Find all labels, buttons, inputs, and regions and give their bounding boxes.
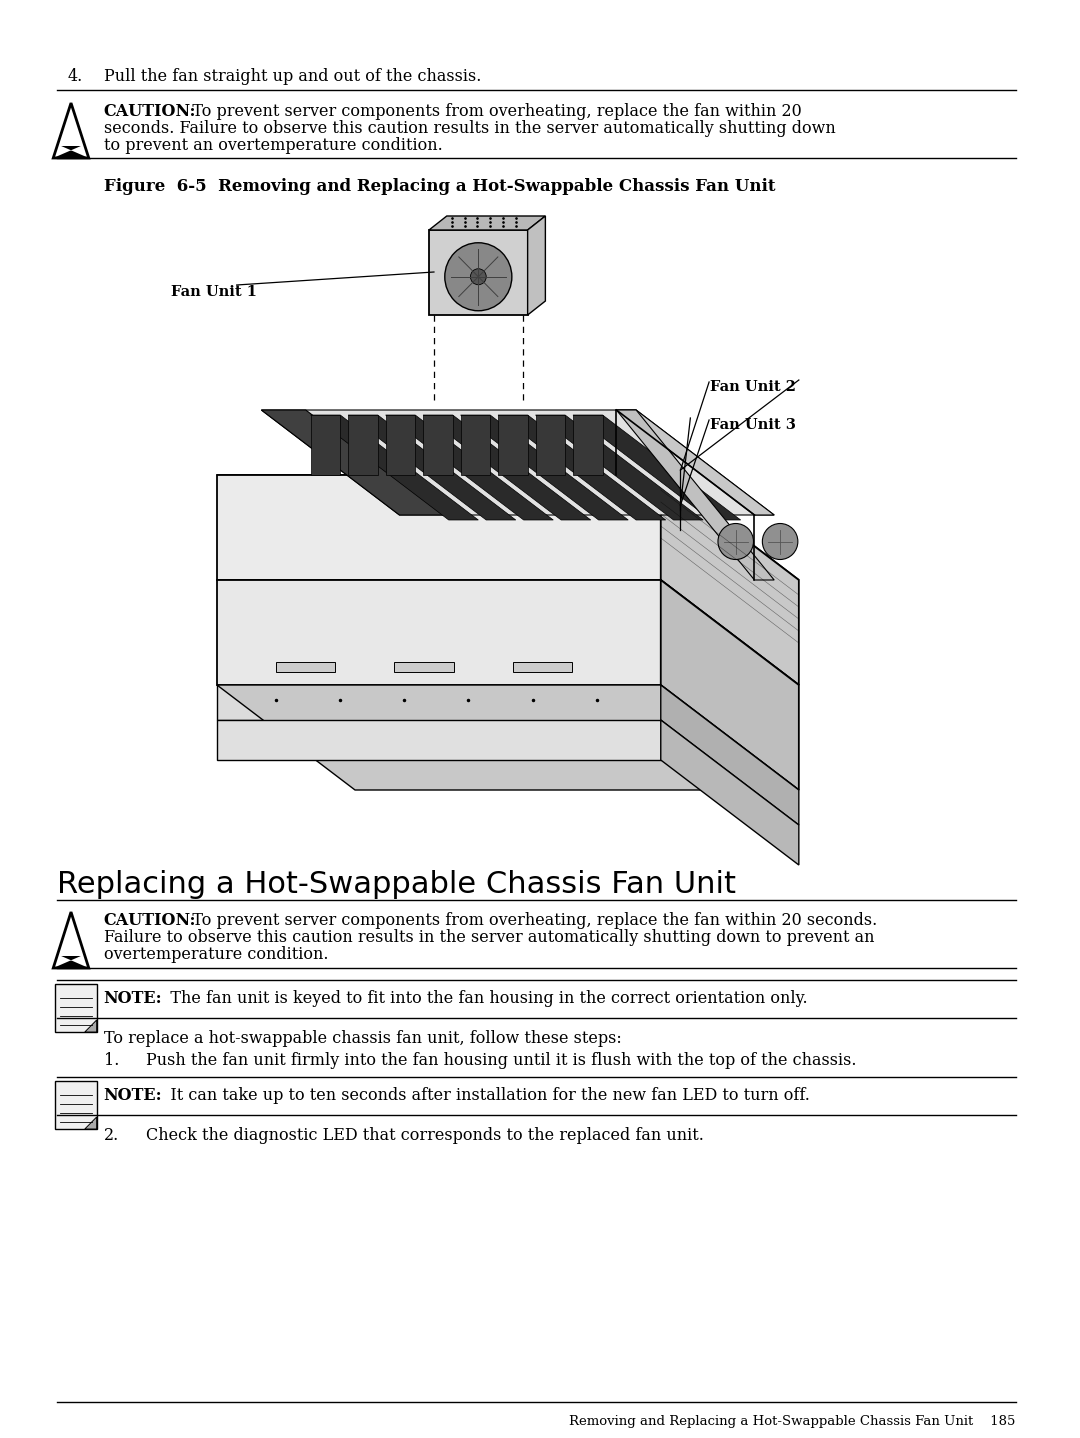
Text: To prevent server components from overheating, replace the fan within 20 seconds: To prevent server components from overhe… — [176, 912, 877, 929]
Polygon shape — [617, 410, 774, 515]
Polygon shape — [53, 956, 89, 968]
Text: NOTE:: NOTE: — [104, 989, 162, 1007]
Polygon shape — [311, 416, 340, 475]
Bar — [394, 661, 454, 672]
Text: To prevent server components from overheating, replace the fan within 20: To prevent server components from overhe… — [176, 104, 801, 119]
Polygon shape — [217, 580, 661, 684]
Polygon shape — [661, 720, 799, 866]
Bar — [55, 1081, 96, 1129]
Polygon shape — [261, 410, 774, 515]
Polygon shape — [217, 684, 799, 789]
Polygon shape — [536, 416, 565, 475]
Text: Figure  6-5  Removing and Replacing a Hot-Swappable Chassis Fan Unit: Figure 6-5 Removing and Replacing a Hot-… — [104, 178, 775, 196]
Text: CAUTION:: CAUTION: — [104, 912, 197, 929]
Circle shape — [762, 523, 798, 559]
Polygon shape — [573, 416, 603, 475]
Text: Fan Unit 2: Fan Unit 2 — [710, 380, 796, 394]
Text: 2.: 2. — [104, 1127, 119, 1145]
Text: Fan Unit 3: Fan Unit 3 — [710, 418, 796, 431]
Polygon shape — [53, 147, 89, 158]
Circle shape — [445, 243, 512, 311]
Polygon shape — [217, 684, 661, 720]
Polygon shape — [261, 410, 444, 515]
Polygon shape — [528, 216, 545, 315]
Text: It can take up to ten seconds after installation for the new fan LED to turn off: It can take up to ten seconds after inst… — [154, 1087, 810, 1104]
Text: Failure to observe this caution results in the server automatically shutting dow: Failure to observe this caution results … — [104, 929, 874, 946]
Text: seconds. Failure to observe this caution results in the server automatically shu: seconds. Failure to observe this caution… — [104, 119, 835, 137]
Polygon shape — [661, 684, 799, 825]
Text: Replacing a Hot-Swappable Chassis Fan Unit: Replacing a Hot-Swappable Chassis Fan Un… — [57, 870, 737, 899]
Polygon shape — [460, 416, 490, 475]
Polygon shape — [498, 416, 528, 475]
Polygon shape — [460, 416, 629, 521]
Polygon shape — [423, 416, 453, 475]
Text: to prevent an overtemperature condition.: to prevent an overtemperature condition. — [104, 137, 443, 154]
Polygon shape — [386, 416, 553, 521]
Polygon shape — [536, 416, 703, 521]
Text: CAUTION:: CAUTION: — [104, 104, 197, 119]
Circle shape — [718, 523, 754, 559]
Polygon shape — [661, 580, 799, 789]
Bar — [276, 661, 335, 672]
Polygon shape — [217, 475, 661, 580]
Text: Removing and Replacing a Hot-Swappable Chassis Fan Unit    185: Removing and Replacing a Hot-Swappable C… — [569, 1415, 1016, 1428]
Polygon shape — [386, 416, 415, 475]
Text: NOTE:: NOTE: — [104, 1087, 162, 1104]
Text: Push the fan unit firmly into the fan housing until it is flush with the top of : Push the fan unit firmly into the fan ho… — [146, 1053, 856, 1068]
Text: Pull the fan straight up and out of the chassis.: Pull the fan straight up and out of the … — [104, 68, 481, 85]
Text: 1.: 1. — [104, 1053, 119, 1068]
Bar — [513, 661, 572, 672]
Polygon shape — [498, 416, 665, 521]
Text: To replace a hot-swappable chassis fan unit, follow these steps:: To replace a hot-swappable chassis fan u… — [104, 1030, 621, 1047]
Polygon shape — [85, 1020, 96, 1032]
Polygon shape — [348, 416, 516, 521]
Polygon shape — [617, 410, 774, 580]
Text: The fan unit is keyed to fit into the fan housing in the correct orientation onl: The fan unit is keyed to fit into the fa… — [154, 989, 808, 1007]
Polygon shape — [573, 416, 741, 521]
Polygon shape — [217, 580, 799, 684]
Polygon shape — [217, 475, 799, 580]
Text: Fan Unit 1: Fan Unit 1 — [171, 285, 257, 299]
Polygon shape — [423, 416, 591, 521]
Polygon shape — [85, 1117, 96, 1129]
Polygon shape — [348, 416, 378, 475]
Text: 4.: 4. — [67, 68, 82, 85]
Text: Check the diagnostic LED that corresponds to the replaced fan unit.: Check the diagnostic LED that correspond… — [146, 1127, 704, 1145]
Text: overtemperature condition.: overtemperature condition. — [104, 946, 328, 963]
Polygon shape — [661, 475, 799, 684]
Polygon shape — [311, 416, 478, 521]
Polygon shape — [217, 720, 661, 761]
Bar — [55, 984, 96, 1032]
Polygon shape — [429, 216, 545, 230]
Polygon shape — [429, 230, 528, 315]
Circle shape — [471, 269, 486, 285]
